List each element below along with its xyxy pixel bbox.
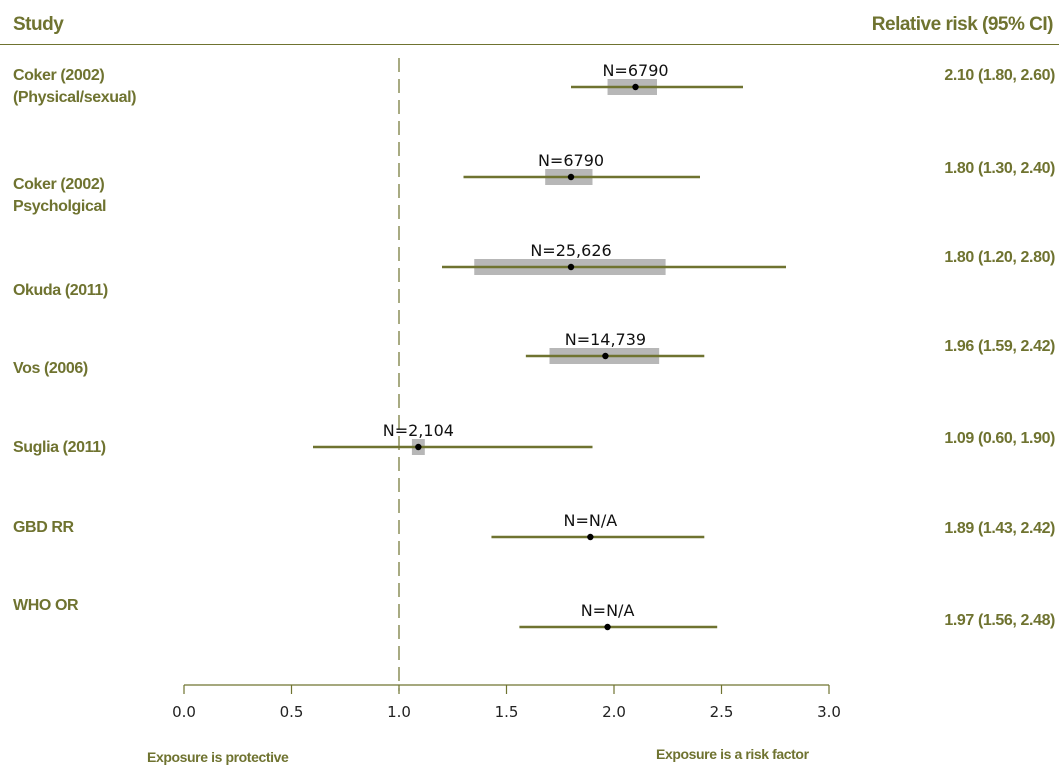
study-label-vos: Vos (2006) <box>13 358 88 380</box>
study-label-line: Coker (2002) <box>13 67 105 84</box>
study-label-line: Suglia (2011) <box>13 439 106 456</box>
ci-value: 1.97 (1.56, 2.48) <box>944 612 1055 629</box>
point-estimate <box>602 352 609 360</box>
sample-size-label: N=14,739 <box>565 330 646 349</box>
ci-value: 1.80 (1.20, 2.80) <box>944 249 1055 266</box>
ci-value: 1.96 (1.59, 2.42) <box>944 338 1055 355</box>
x-tick-label: 0.0 <box>172 703 196 721</box>
point-estimate <box>415 443 422 451</box>
effect-column-header: Relative risk (95% CI) <box>871 14 1054 35</box>
study-label-line: GBD RR <box>13 519 74 536</box>
study-label-line: Psycholgical <box>13 198 107 215</box>
x-tick-label: 3.0 <box>817 703 841 721</box>
risk-annotation: Exposure is a risk factor <box>656 746 809 762</box>
study-label-line: Coker (2002) <box>13 176 105 193</box>
study-label-line: Okuda (2011) <box>13 282 108 299</box>
study-label-line: Vos (2006) <box>13 360 88 377</box>
x-tick-label: 1.5 <box>495 703 519 721</box>
x-tick-label: 1.0 <box>387 703 411 721</box>
sample-size-label: N=N/A <box>564 511 618 530</box>
point-estimate <box>632 83 639 91</box>
study-column-header: Study <box>13 14 64 35</box>
study-label-okuda: Okuda (2011) <box>13 280 108 302</box>
sample-size-label: N=2,104 <box>383 421 454 440</box>
study-label-suglia: Suglia (2011) <box>13 437 106 459</box>
ci-value: 1.89 (1.43, 2.42) <box>944 520 1055 537</box>
header-rule <box>0 44 1059 45</box>
point-estimate <box>567 263 575 271</box>
x-tick-label: 0.5 <box>280 703 304 721</box>
sample-size-label: N=N/A <box>581 601 635 620</box>
protective-annotation: Exposure is protective <box>147 749 289 765</box>
x-tick-label: 2.0 <box>602 703 626 721</box>
ci-value: 1.09 (0.60, 1.90) <box>944 430 1055 447</box>
point-estimate <box>567 173 575 181</box>
ci-value: 2.10 (1.80, 2.60) <box>944 67 1055 84</box>
point-estimate <box>604 623 611 631</box>
x-tick-label: 2.5 <box>710 703 734 721</box>
point-estimate <box>587 533 594 541</box>
study-label-coker-psychological: Coker (2002) Psycholgical <box>13 174 106 218</box>
study-label-line: WHO OR <box>13 597 79 614</box>
study-label-line: (Physical/sexual) <box>13 89 137 106</box>
sample-size-label: N=6790 <box>538 151 604 170</box>
ci-value: 1.80 (1.30, 2.40) <box>944 160 1055 177</box>
sample-size-label: N=6790 <box>602 61 668 80</box>
study-label-who: WHO OR <box>13 595 79 617</box>
study-label-coker-physical: Coker (2002) (Physical/sexual) <box>13 65 136 109</box>
sample-size-label: N=25,626 <box>530 241 611 260</box>
study-label-gbd: GBD RR <box>13 517 74 539</box>
